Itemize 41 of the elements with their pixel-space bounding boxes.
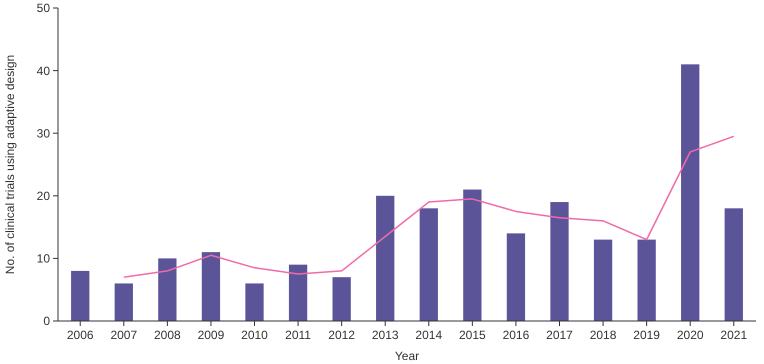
bar bbox=[114, 283, 133, 321]
x-tick-label: 2019 bbox=[633, 328, 660, 342]
bar bbox=[245, 283, 264, 321]
y-tick-label: 30 bbox=[36, 126, 50, 140]
bar bbox=[637, 240, 656, 321]
x-tick-label: 2020 bbox=[676, 328, 704, 342]
bar bbox=[550, 202, 569, 321]
bar bbox=[594, 240, 612, 321]
x-tick-label: 2014 bbox=[415, 328, 442, 342]
x-tick-label: 2010 bbox=[241, 328, 268, 342]
bar bbox=[724, 208, 743, 321]
bar bbox=[288, 264, 308, 321]
bar bbox=[681, 64, 700, 321]
bar bbox=[332, 277, 351, 321]
bar bbox=[158, 258, 177, 321]
y-axis-title: No. of clinical trials using adaptive design bbox=[3, 54, 17, 274]
bar bbox=[420, 208, 438, 321]
y-tick-label: 20 bbox=[36, 189, 50, 203]
x-axis-title: Year bbox=[394, 349, 420, 363]
x-tick-label: 2007 bbox=[110, 328, 138, 342]
x-tick-label: 2021 bbox=[720, 328, 748, 342]
x-tick-label: 2016 bbox=[502, 328, 530, 342]
x-tick-label: 2015 bbox=[459, 328, 486, 342]
y-tick-label: 0 bbox=[43, 314, 50, 328]
x-tick-label: 2008 bbox=[154, 328, 182, 342]
x-tick-label: 2012 bbox=[328, 328, 356, 342]
bar bbox=[202, 252, 220, 321]
bar bbox=[506, 233, 526, 321]
bar bbox=[376, 196, 394, 321]
bar bbox=[71, 270, 90, 321]
y-tick-label: 10 bbox=[36, 252, 50, 266]
x-tick-label: 2018 bbox=[590, 328, 617, 342]
y-tick-label: 40 bbox=[36, 64, 50, 78]
line-series bbox=[123, 136, 735, 278]
x-tick-label: 2011 bbox=[285, 328, 312, 342]
y-tick-label: 50 bbox=[36, 1, 50, 16]
x-tick-label: 2006 bbox=[66, 328, 94, 342]
bar bbox=[463, 190, 482, 321]
x-tick-label: 2017 bbox=[546, 328, 574, 342]
x-tick-label: 2013 bbox=[372, 328, 399, 342]
x-tick-label: 2009 bbox=[198, 328, 225, 342]
